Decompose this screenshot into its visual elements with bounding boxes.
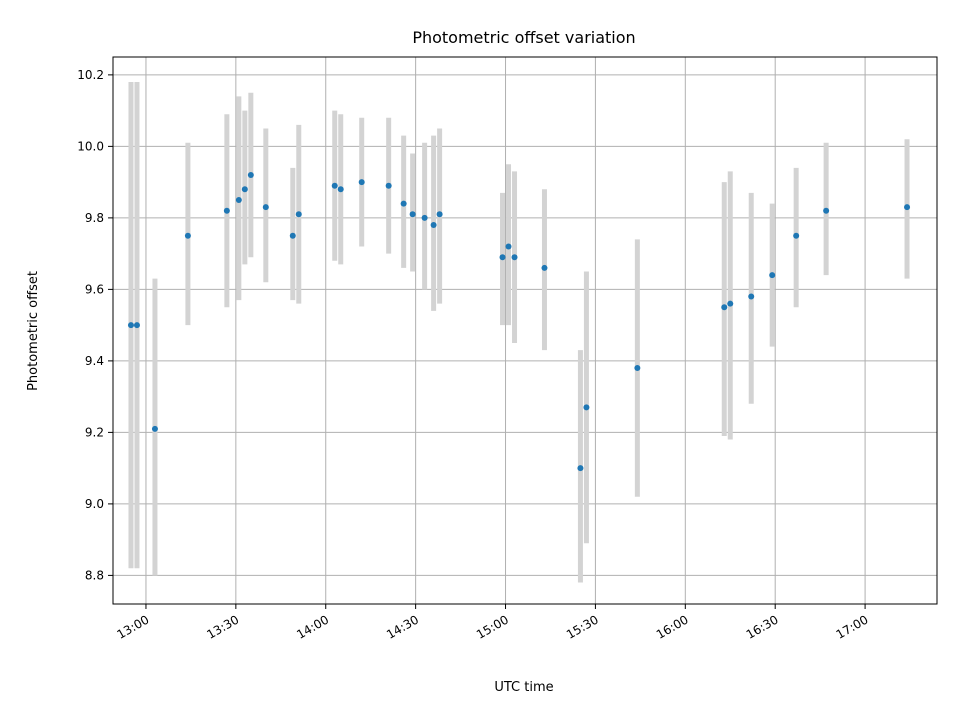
data-point — [904, 204, 911, 211]
y-tick-label: 9.8 — [85, 211, 104, 225]
data-point — [499, 254, 506, 261]
data-point — [262, 204, 269, 211]
data-point — [505, 243, 512, 250]
chart-title: Photometric offset variation — [412, 28, 635, 47]
plot-frame — [112, 56, 938, 605]
data-point — [223, 207, 230, 214]
y-tick-label: 9.6 — [85, 282, 104, 296]
data-point — [583, 404, 590, 411]
data-point — [400, 200, 407, 207]
y-axis-label: Photometric offset — [26, 271, 41, 391]
data-point — [151, 425, 158, 432]
data-point — [748, 293, 755, 300]
data-point — [541, 264, 548, 271]
data-point — [331, 182, 338, 189]
data-points — [127, 171, 911, 472]
data-point — [241, 186, 248, 193]
y-tick-label: 9.0 — [85, 497, 104, 511]
data-point — [247, 171, 254, 178]
data-point — [823, 207, 830, 214]
y-tick-label: 10.2 — [77, 68, 104, 82]
x-axis-label: UTC time — [494, 680, 553, 695]
grid-lines — [113, 57, 937, 604]
data-point — [577, 465, 584, 472]
data-point — [727, 300, 734, 307]
data-point — [184, 232, 191, 239]
data-point — [127, 322, 134, 329]
data-point — [793, 232, 800, 239]
data-point — [358, 179, 365, 186]
data-point — [430, 222, 437, 229]
data-point — [133, 322, 140, 329]
data-point — [337, 186, 344, 193]
data-point — [409, 211, 416, 218]
data-point — [289, 232, 296, 239]
data-point — [634, 365, 641, 372]
data-point — [436, 211, 443, 218]
data-point — [721, 304, 728, 311]
data-point — [511, 254, 518, 261]
y-tick-label: 8.8 — [85, 568, 104, 582]
data-point — [385, 182, 392, 189]
y-tick-label: 9.4 — [85, 354, 104, 368]
data-point — [769, 272, 776, 279]
data-point — [421, 214, 428, 221]
y-tick-label: 9.2 — [85, 425, 104, 439]
data-point — [235, 197, 242, 204]
y-tick-label: 10.0 — [77, 139, 104, 153]
data-point — [295, 211, 302, 218]
